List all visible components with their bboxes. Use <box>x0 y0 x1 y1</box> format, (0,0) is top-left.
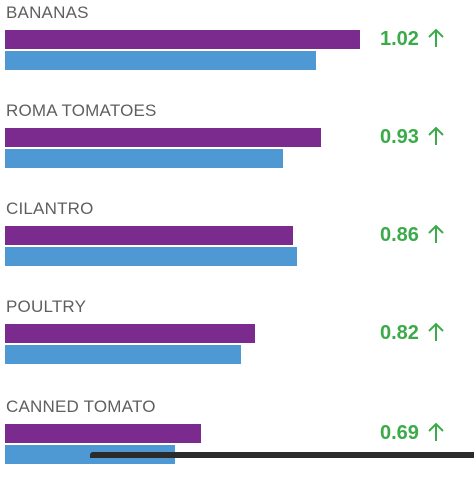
bar-primary <box>5 128 321 147</box>
arrow-up-icon <box>428 422 444 441</box>
bar-primary <box>5 30 360 49</box>
value-label: 0.93 <box>380 126 419 148</box>
arrow-up-icon <box>428 224 444 243</box>
bar-secondary <box>5 345 241 364</box>
chart-row: BANANAS 1.02 <box>0 3 474 93</box>
chart-row: CANNED TOMATO 0.69 <box>0 397 474 487</box>
category-label: CANNED TOMATO <box>6 397 156 416</box>
chart-row: POULTRY 0.82 <box>0 297 474 387</box>
chart-row: CILANTRO 0.86 <box>0 199 474 289</box>
bar-primary <box>5 424 201 443</box>
category-label: CILANTRO <box>6 199 94 218</box>
arrow-up-icon <box>428 28 444 47</box>
arrow-up-icon <box>428 126 444 145</box>
bar-secondary <box>5 51 316 70</box>
category-label: ROMA TOMATOES <box>6 101 157 120</box>
value-label: 1.02 <box>380 28 419 50</box>
horizontal-scrollbar[interactable] <box>90 452 474 458</box>
category-label: POULTRY <box>6 297 87 316</box>
bar-chart: BANANAS 1.02 ROMA TOMATOES 0.93 CILANTRO 0.86… <box>0 3 474 464</box>
bar-secondary <box>5 247 297 266</box>
value-label: 0.86 <box>380 224 419 246</box>
value-label: 0.69 <box>380 422 419 444</box>
value-label: 0.82 <box>380 322 419 344</box>
bar-primary <box>5 226 293 245</box>
arrow-up-icon <box>428 322 444 341</box>
chart-row: ROMA TOMATOES 0.93 <box>0 101 474 191</box>
bar-secondary <box>5 149 283 168</box>
bar-primary <box>5 324 255 343</box>
category-label: BANANAS <box>6 3 89 22</box>
